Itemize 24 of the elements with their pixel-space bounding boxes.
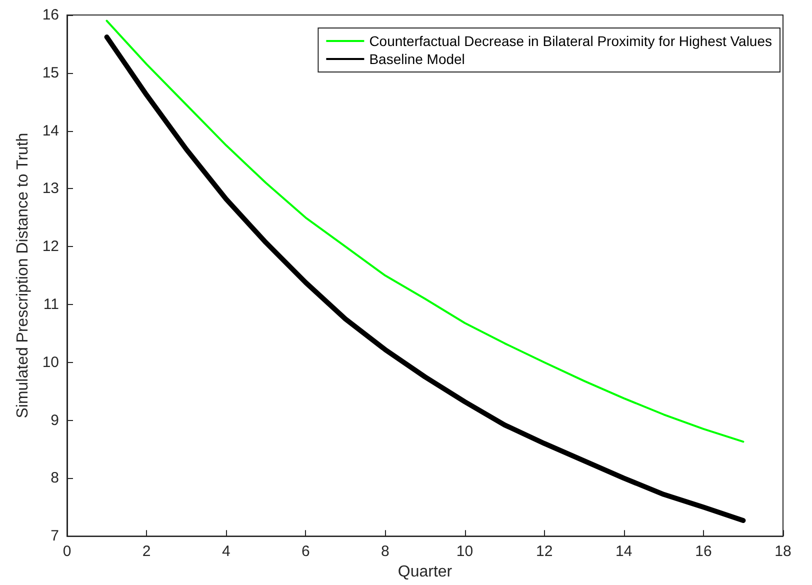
x-tick-label: 6	[301, 543, 310, 560]
x-tick-label: 8	[381, 543, 390, 560]
legend-label: Counterfactual Decrease in Bilateral Proximity for Highest Values	[369, 33, 772, 49]
y-tick-label: 12	[42, 238, 59, 256]
x-axis-title: Quarter	[398, 564, 453, 580]
y-tick-label: 14	[42, 122, 59, 140]
y-tick-label: 9	[50, 412, 59, 429]
legend-label: Baseline Model	[369, 51, 465, 67]
y-tick-label: 15	[42, 64, 59, 82]
y-tick-label: 10	[42, 354, 59, 371]
x-tick-label: 14	[616, 543, 632, 560]
x-tick-label: 0	[62, 543, 72, 560]
x-tick-label: 2	[142, 543, 151, 560]
y-tick-label: 13	[42, 180, 59, 198]
y-tick-label: 16	[42, 6, 59, 24]
x-tick-label: 16	[695, 543, 712, 560]
x-tick-label: 10	[456, 543, 474, 560]
x-tick-label: 12	[536, 543, 553, 560]
y-tick-label: 8	[50, 470, 59, 487]
x-tick-label: 4	[222, 543, 230, 560]
y-tick-label: 7	[50, 528, 59, 545]
x-tick-label: 18	[774, 543, 792, 560]
y-tick-label: 11	[43, 296, 59, 313]
y-axis-title: Simulated Prescription Distance to Truth	[14, 132, 32, 418]
